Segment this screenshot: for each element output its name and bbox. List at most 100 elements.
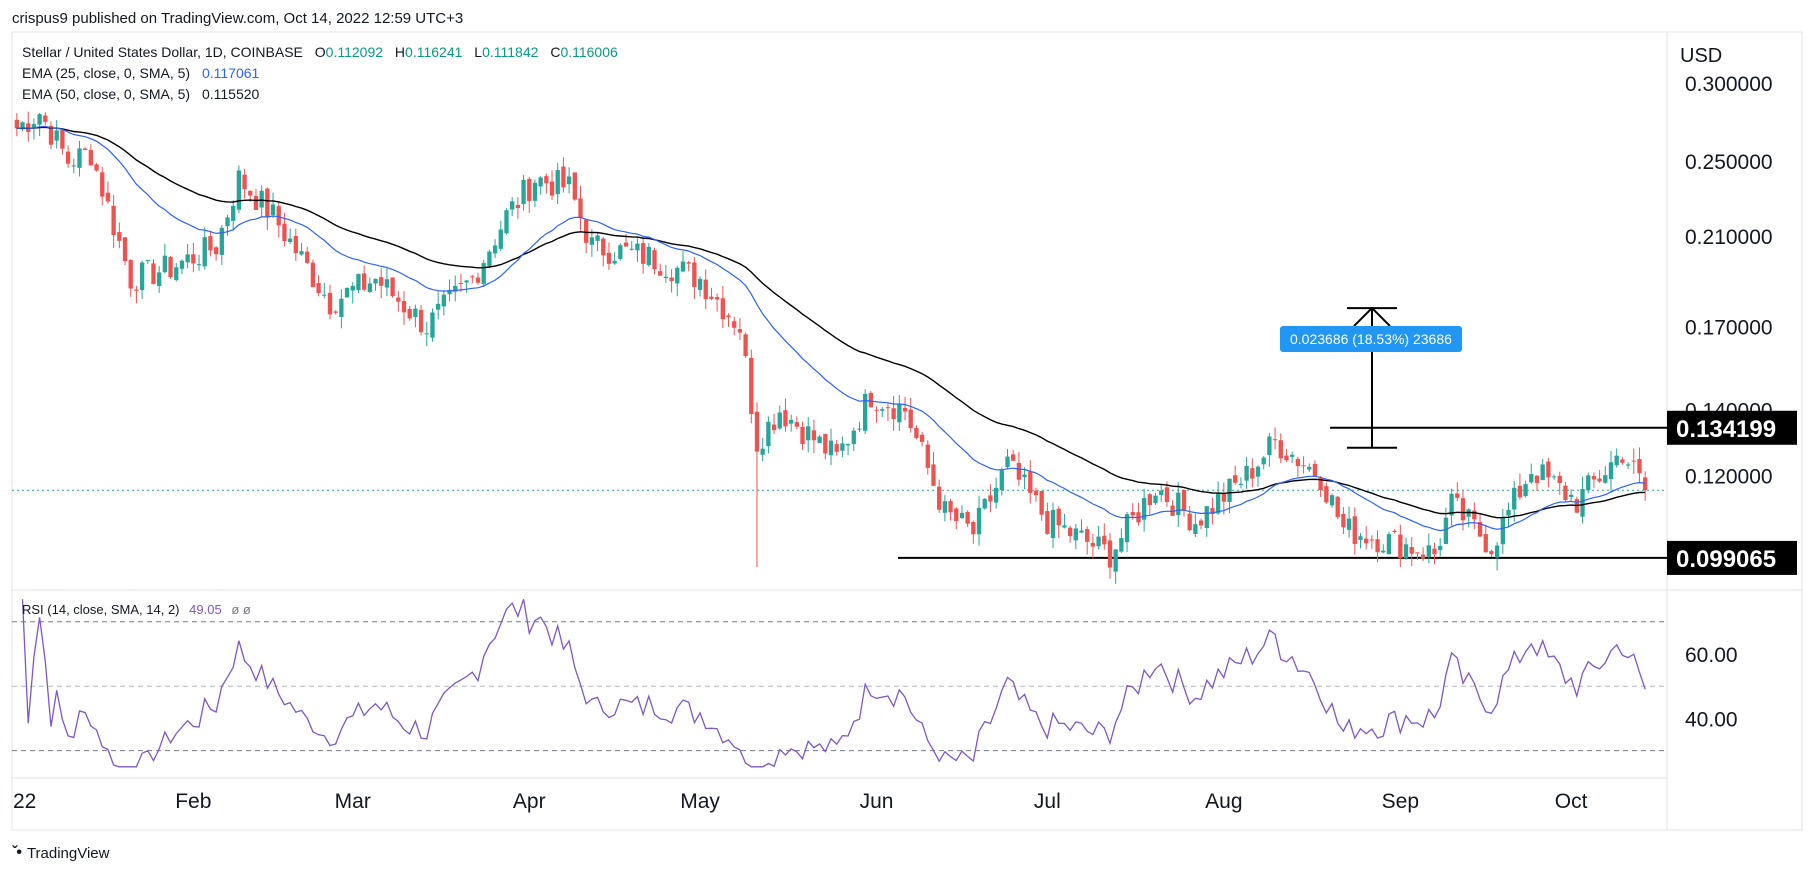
candle-body (709, 296, 714, 299)
candle (1466, 508, 1471, 528)
candle (618, 243, 623, 261)
candle-body (1386, 534, 1392, 555)
measure-label[interactable]: 0.023686 (18.53%) 23686 (1280, 326, 1462, 352)
candle (20, 121, 25, 132)
candle-body (322, 294, 327, 296)
candle-body (1438, 545, 1443, 551)
candle (589, 228, 595, 257)
candle-body (1073, 528, 1078, 541)
candle (77, 140, 82, 177)
candle-body (572, 172, 577, 200)
legend-ema25-row[interactable]: EMA (25, close, 0, SMA, 5) 0.117061 (22, 65, 259, 81)
price-tick-label: 0.170000 (1685, 316, 1773, 339)
candle-body (766, 421, 771, 447)
candle (1284, 449, 1289, 462)
level-tag-box (1667, 540, 1797, 575)
candle (185, 244, 190, 269)
candle (629, 240, 634, 251)
candle (94, 163, 99, 172)
candle-body (435, 303, 441, 310)
candle (1067, 525, 1073, 543)
candle (1352, 507, 1357, 555)
candle-body (344, 287, 350, 298)
candle (1341, 507, 1346, 534)
candle (601, 237, 606, 267)
legend-low-value: 0.111842 (482, 44, 539, 60)
candle (1506, 502, 1511, 528)
candle-body (470, 276, 475, 278)
candle-body (1506, 509, 1511, 516)
candle-body (202, 237, 207, 267)
candle-body (1233, 475, 1238, 483)
candle-body (498, 229, 503, 249)
candle-body (1113, 549, 1118, 572)
candle (458, 273, 464, 293)
candle (954, 507, 959, 530)
legend-ema50-row[interactable]: EMA (50, close, 0, SMA, 5) 0.115520 (22, 86, 259, 102)
rsi-legend[interactable]: RSI (14, close, SMA, 14, 2) 49.05 ø ø (22, 602, 251, 617)
candle-body (1159, 490, 1164, 495)
candle-body (1250, 468, 1255, 479)
candle (492, 239, 498, 258)
candle (874, 406, 879, 423)
candle-body (1346, 518, 1352, 530)
candle-body (162, 255, 168, 273)
candle (1033, 487, 1039, 502)
candle (931, 452, 936, 486)
candle-body (1039, 491, 1044, 515)
candle-body (242, 174, 247, 190)
candle (885, 403, 891, 421)
candle (1124, 511, 1130, 553)
candle (236, 165, 242, 214)
candle-body (1181, 490, 1187, 511)
candle-body (1056, 508, 1061, 526)
candle-body (1364, 538, 1369, 544)
candle (356, 273, 361, 294)
legend-open-key: O (314, 44, 326, 60)
candle (350, 282, 355, 304)
candle-body (447, 289, 452, 295)
candle (1329, 493, 1335, 508)
candle-body (897, 404, 902, 423)
candle (697, 276, 703, 297)
candle-body (299, 251, 304, 255)
candle-body (14, 119, 20, 129)
candle (1198, 518, 1204, 530)
candle-body (908, 409, 913, 429)
candle-body (851, 430, 856, 445)
candle (470, 274, 475, 284)
candle (339, 289, 344, 329)
candle-body (1563, 485, 1568, 501)
legend-ema50-label: EMA (50, close, 0, SMA, 5) (22, 86, 191, 102)
candle-body (1392, 530, 1397, 532)
candle-body (823, 434, 828, 454)
candle (1011, 449, 1016, 462)
candle (1290, 451, 1295, 464)
time-tick-label: Apr (513, 790, 546, 813)
candle-body (1637, 459, 1642, 474)
candle (538, 175, 543, 195)
candle-body (213, 247, 219, 255)
candle-body (367, 283, 372, 292)
candle-body (77, 148, 82, 168)
candle-body (145, 260, 150, 262)
candle-body (1050, 509, 1056, 539)
candle-body (1489, 551, 1494, 555)
candle (1426, 533, 1431, 564)
candle (658, 263, 663, 276)
candle-body (1307, 466, 1312, 470)
footer-brand[interactable]: ˇ• TradingView (12, 844, 109, 862)
candle-body (441, 294, 447, 307)
candle (253, 188, 259, 211)
candle-body (54, 130, 59, 141)
candle (168, 255, 173, 279)
candle (384, 268, 390, 297)
candle-body (492, 245, 498, 254)
candle-body (566, 176, 572, 185)
candle-body (1153, 495, 1158, 503)
candle (988, 484, 993, 513)
candle (914, 425, 919, 440)
candle-body (1011, 454, 1016, 461)
candle-body (105, 192, 111, 202)
